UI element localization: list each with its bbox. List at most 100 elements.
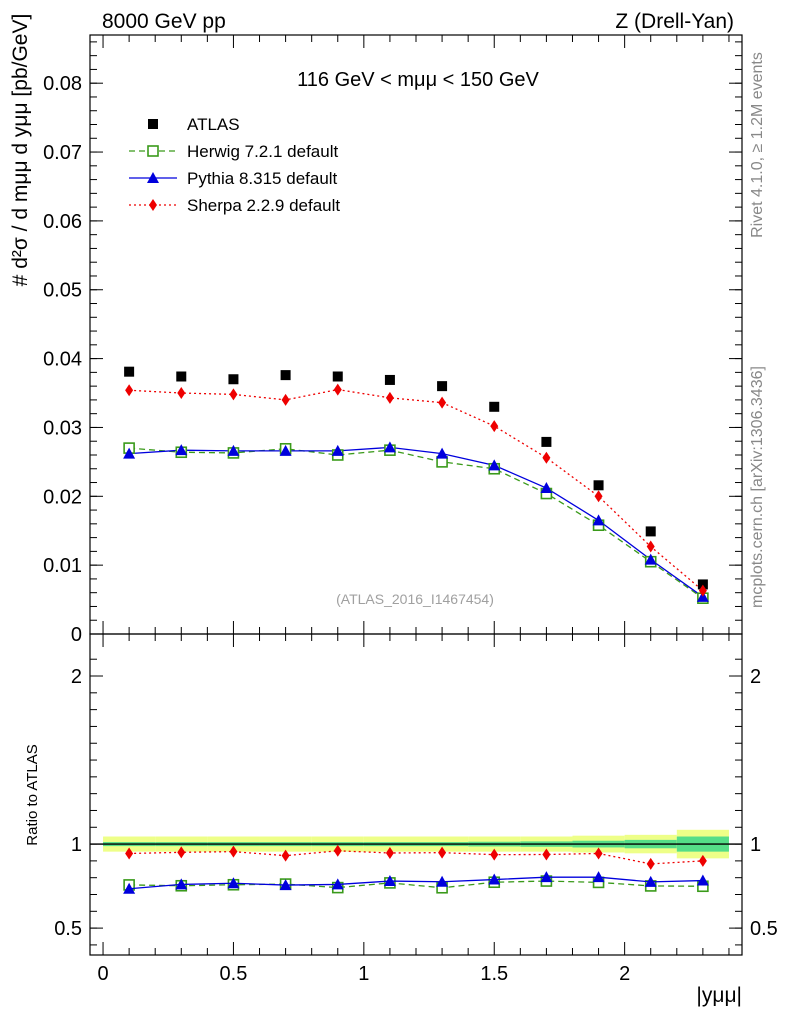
ratio-point-pythia [592, 871, 605, 883]
header-right: Z (Drell-Yan) [615, 10, 734, 33]
mc-point-sherpa [281, 393, 290, 406]
ratio-point-sherpa [594, 847, 603, 860]
plot-title: 116 GeV < mμμ < 150 GeV [297, 69, 539, 91]
mc-point-sherpa [646, 540, 655, 553]
x-tick-label: 1.5 [480, 963, 508, 985]
ratio-line-herwig [129, 880, 703, 889]
legend-label-sherpa: Sherpa 2.2.9 default [187, 196, 340, 215]
mc-point-sherpa [177, 387, 186, 400]
legend-marker-sherpa [149, 199, 157, 211]
mc-point-sherpa [333, 383, 342, 396]
mc-point-pythia [227, 444, 240, 456]
data-point-atlas [437, 381, 448, 392]
x-tick-label: 2 [619, 963, 630, 985]
ratio-y-tick-label-right: 1 [750, 834, 761, 856]
legend-label-herwig: Herwig 7.2.1 default [187, 142, 338, 161]
ratio-point-sherpa [385, 846, 394, 859]
ratio-point-pythia [279, 879, 292, 891]
data-point-atlas [124, 366, 135, 377]
mc-point-pythia [331, 444, 344, 456]
legend-label-atlas: ATLAS [187, 115, 240, 134]
main-y-tick-label: 0.08 [43, 73, 82, 95]
rivet-version-label: Rivet 4.1.0, ≥ 1.2M events [749, 52, 766, 238]
ratio-point-pythia [331, 878, 344, 890]
mc-point-sherpa [490, 420, 499, 433]
data-point-atlas [541, 436, 552, 447]
data-point-atlas [332, 371, 343, 382]
ratio-point-pythia [227, 877, 240, 889]
data-point-atlas [280, 370, 291, 381]
data-point-atlas [697, 579, 708, 590]
legend-marker-herwig [147, 145, 159, 157]
ratio-point-sherpa [698, 854, 707, 867]
ratio-point-sherpa [646, 857, 655, 870]
ratio-point-pythia [644, 875, 657, 887]
analysis-tag: (ATLAS_2016_I1467454) [336, 591, 494, 607]
mc-point-sherpa [229, 388, 238, 401]
main-y-tick-label: 0.03 [43, 417, 82, 439]
ratio-y-tick-label: 2 [71, 666, 82, 688]
ratio-point-sherpa [542, 848, 551, 861]
legend-marker-atlas [148, 119, 158, 129]
mc-point-pythia [488, 459, 501, 471]
mc-point-pythia [279, 444, 292, 456]
series-line-herwig [129, 447, 704, 599]
mc-point-pythia [540, 482, 553, 494]
data-point-atlas [228, 374, 239, 385]
mc-point-sherpa [385, 391, 394, 404]
ratio-y-tick-label-right: 0.5 [750, 918, 778, 940]
data-point-atlas [176, 371, 187, 382]
ratio-point-sherpa [333, 844, 342, 857]
ratio-y-axis-label: Ratio to ATLAS [24, 744, 41, 845]
main-y-tick-label: 0.04 [43, 349, 82, 371]
mc-point-sherpa [542, 451, 551, 464]
ratio-point-pythia [383, 875, 396, 887]
mc-point-pythia [436, 447, 449, 459]
x-tick-label: 0.5 [220, 963, 248, 985]
ratio-plot-panel: 0.5 1 2 0.5 1 2 0 0.5 1 1.5 2 [54, 633, 778, 985]
mc-point-sherpa [594, 490, 603, 503]
mc-point-pythia [123, 447, 136, 459]
ratio-plot-frame [89, 633, 743, 956]
legend: ATLAS Herwig 7.2.1 default Pythia 8.315 de… [129, 115, 340, 215]
ratio-point-pythia [488, 873, 501, 885]
ratio-point-sherpa [229, 845, 238, 858]
ratio-point-sherpa [490, 848, 499, 861]
main-y-tick-label: 0.02 [43, 486, 82, 508]
mcplots-label: mcplots.cern.ch [arXiv:1306.3436] [749, 366, 766, 608]
ratio-y-tick-label-right: 2 [750, 666, 761, 688]
data-point-atlas [593, 480, 604, 491]
ratio-point-sherpa [438, 846, 447, 859]
x-axis-label: |yμμ| [696, 984, 742, 1007]
header-left: 8000 GeV pp [102, 10, 226, 33]
data-point-atlas [645, 526, 656, 537]
main-y-tick-label: 0 [71, 624, 82, 646]
ratio-y-tick-label: 1 [71, 834, 82, 856]
main-y-tick-label: 0.05 [43, 280, 82, 302]
mc-point-pythia [383, 441, 396, 453]
main-y-tick-label: 0.07 [43, 142, 82, 164]
series-line-sherpa [129, 388, 704, 592]
ratio-point-sherpa [281, 849, 290, 862]
ratio-line-sherpa [129, 850, 703, 865]
data-point-atlas [384, 374, 395, 385]
ratio-point-pythia [436, 875, 449, 887]
ratio-point-pythia [696, 874, 709, 886]
ratio-point-pythia [123, 882, 136, 894]
mc-point-sherpa [698, 584, 707, 597]
mc-point-sherpa [125, 384, 134, 397]
ratio-y-tick-label: 0.5 [54, 918, 82, 940]
main-y-tick-label: 0.01 [43, 555, 82, 577]
x-tick-label: 0 [97, 963, 108, 985]
ratio-point-pythia [175, 878, 188, 890]
legend-label-pythia: Pythia 8.315 default [187, 169, 338, 188]
ratio-point-sherpa [177, 846, 186, 859]
mc-point-pythia [644, 553, 657, 565]
mc-point-pythia [175, 444, 188, 456]
ratio-point-sherpa [125, 847, 134, 860]
legend-marker-pythia [147, 172, 159, 183]
ratio-line-pythia [129, 876, 703, 890]
main-y-axis-label: # d²σ / d mμμ d yμμ [pb/GeV] [9, 14, 32, 287]
data-point-atlas [489, 401, 500, 412]
